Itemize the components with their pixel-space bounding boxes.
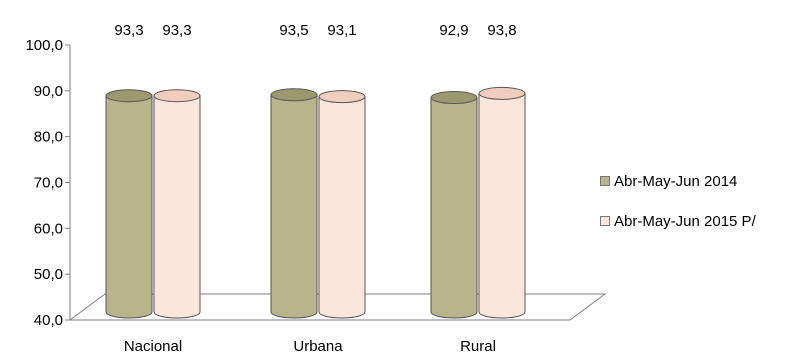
labels-layer: 93,3 93,3 Nacional 93,5 93,1 Urbana 92,9 93,8 Ru…: [114, 22, 516, 355]
category-label-3: Rural: [460, 338, 496, 355]
bar-1-2: [270, 88, 318, 319]
y-tick-label: 90,0: [34, 83, 63, 100]
legend-item-series-2: Abr-May-Jun 2015 P/: [600, 210, 756, 232]
y-tick-label: 50,0: [34, 266, 63, 283]
y-tick-label: 60,0: [34, 220, 63, 237]
data-label-2-2: 93,1: [327, 22, 356, 39]
bar-2-2: [318, 90, 366, 319]
bar-body: [430, 97, 478, 319]
data-label-1-3: 92,9: [439, 22, 468, 39]
bar-body: [318, 96, 366, 319]
bars-layer: [105, 86, 526, 319]
bar-top: [430, 91, 478, 105]
y-tick-label: 70,0: [34, 175, 63, 192]
bar-top: [270, 88, 318, 102]
bar-body: [270, 94, 318, 319]
legend-swatch-series-1: [600, 176, 610, 186]
data-label-1-2: 93,5: [279, 22, 308, 39]
legend: Abr-May-Jun 2014 Abr-May-Jun 2015 P/: [600, 170, 756, 250]
bar-1-3: [430, 91, 478, 319]
bar-top: [153, 89, 201, 103]
bar-2-3: [478, 86, 526, 319]
legend-item-series-1: Abr-May-Jun 2014: [600, 170, 756, 192]
y-tick-label: 40,0: [34, 312, 63, 329]
data-label-1-1: 93,3: [114, 22, 143, 39]
data-label-2-1: 93,3: [162, 22, 191, 39]
legend-label-series-1: Abr-May-Jun 2014: [614, 172, 738, 190]
bar-top: [105, 89, 153, 103]
y-tick-label: 100,0: [25, 37, 63, 54]
category-label-2: Urbana: [293, 338, 343, 355]
data-label-2-3: 93,8: [487, 22, 516, 39]
bar-2-1: [153, 89, 201, 319]
bar-top: [318, 90, 366, 104]
bar-body: [153, 95, 201, 319]
bar-body: [478, 92, 526, 319]
legend-label-series-2: Abr-May-Jun 2015 P/: [614, 212, 756, 230]
bar-body: [105, 95, 153, 319]
bar-1-1: [105, 89, 153, 319]
legend-swatch-series-2: [600, 216, 610, 226]
bar-top: [478, 86, 526, 100]
y-tick-label: 80,0: [34, 129, 63, 146]
category-label-1: Nacional: [124, 338, 182, 355]
